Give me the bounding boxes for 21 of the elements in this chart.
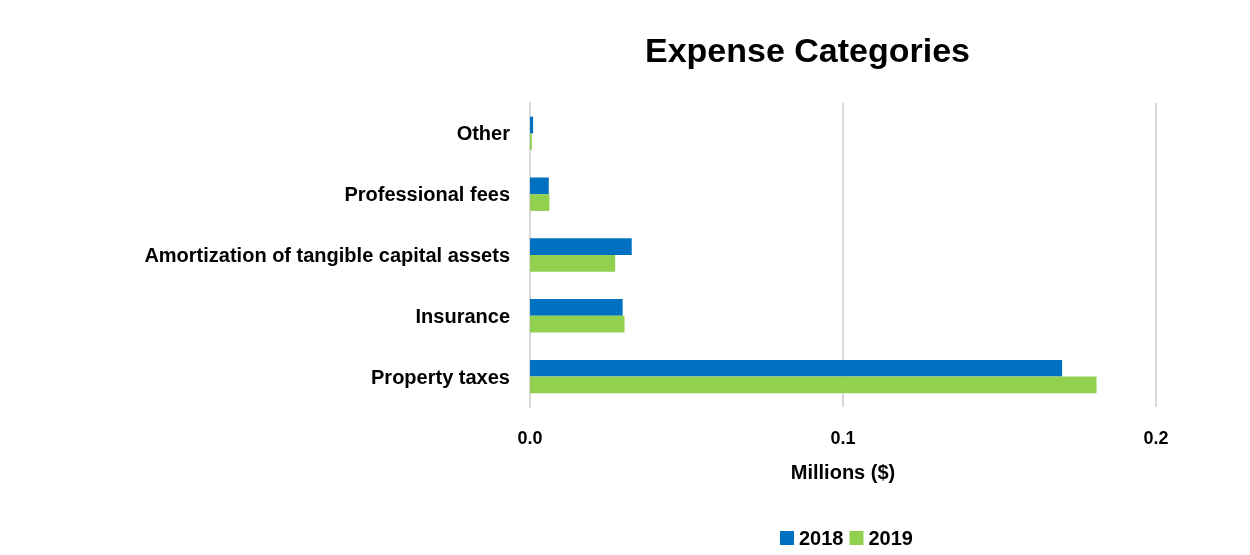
bar [530,194,550,211]
y-tick-label: Insurance [415,304,510,327]
bar [530,299,623,316]
bar [530,238,632,255]
y-tick-label: Other [456,122,511,145]
y-tick-label: Property taxes [371,365,510,388]
y-tick-label: Amortization of tangible capital assets [144,244,510,266]
legend-label: 2019 [868,527,913,549]
x-tick-label: 0.0 [517,428,543,448]
chart-title: Expense Categories [645,31,971,69]
bar [530,255,616,272]
x-tick-label: 0.1 [830,428,856,448]
bar [530,376,1097,394]
bar [530,177,549,195]
bar [530,315,625,333]
legend-label: 2018 [799,527,844,549]
bar [530,116,534,134]
y-tick-label: Professional fees [344,183,510,206]
bar [530,359,1063,377]
x-axis-title: Millions ($) [790,461,896,483]
x-tick-label: 0.2 [1143,428,1169,448]
